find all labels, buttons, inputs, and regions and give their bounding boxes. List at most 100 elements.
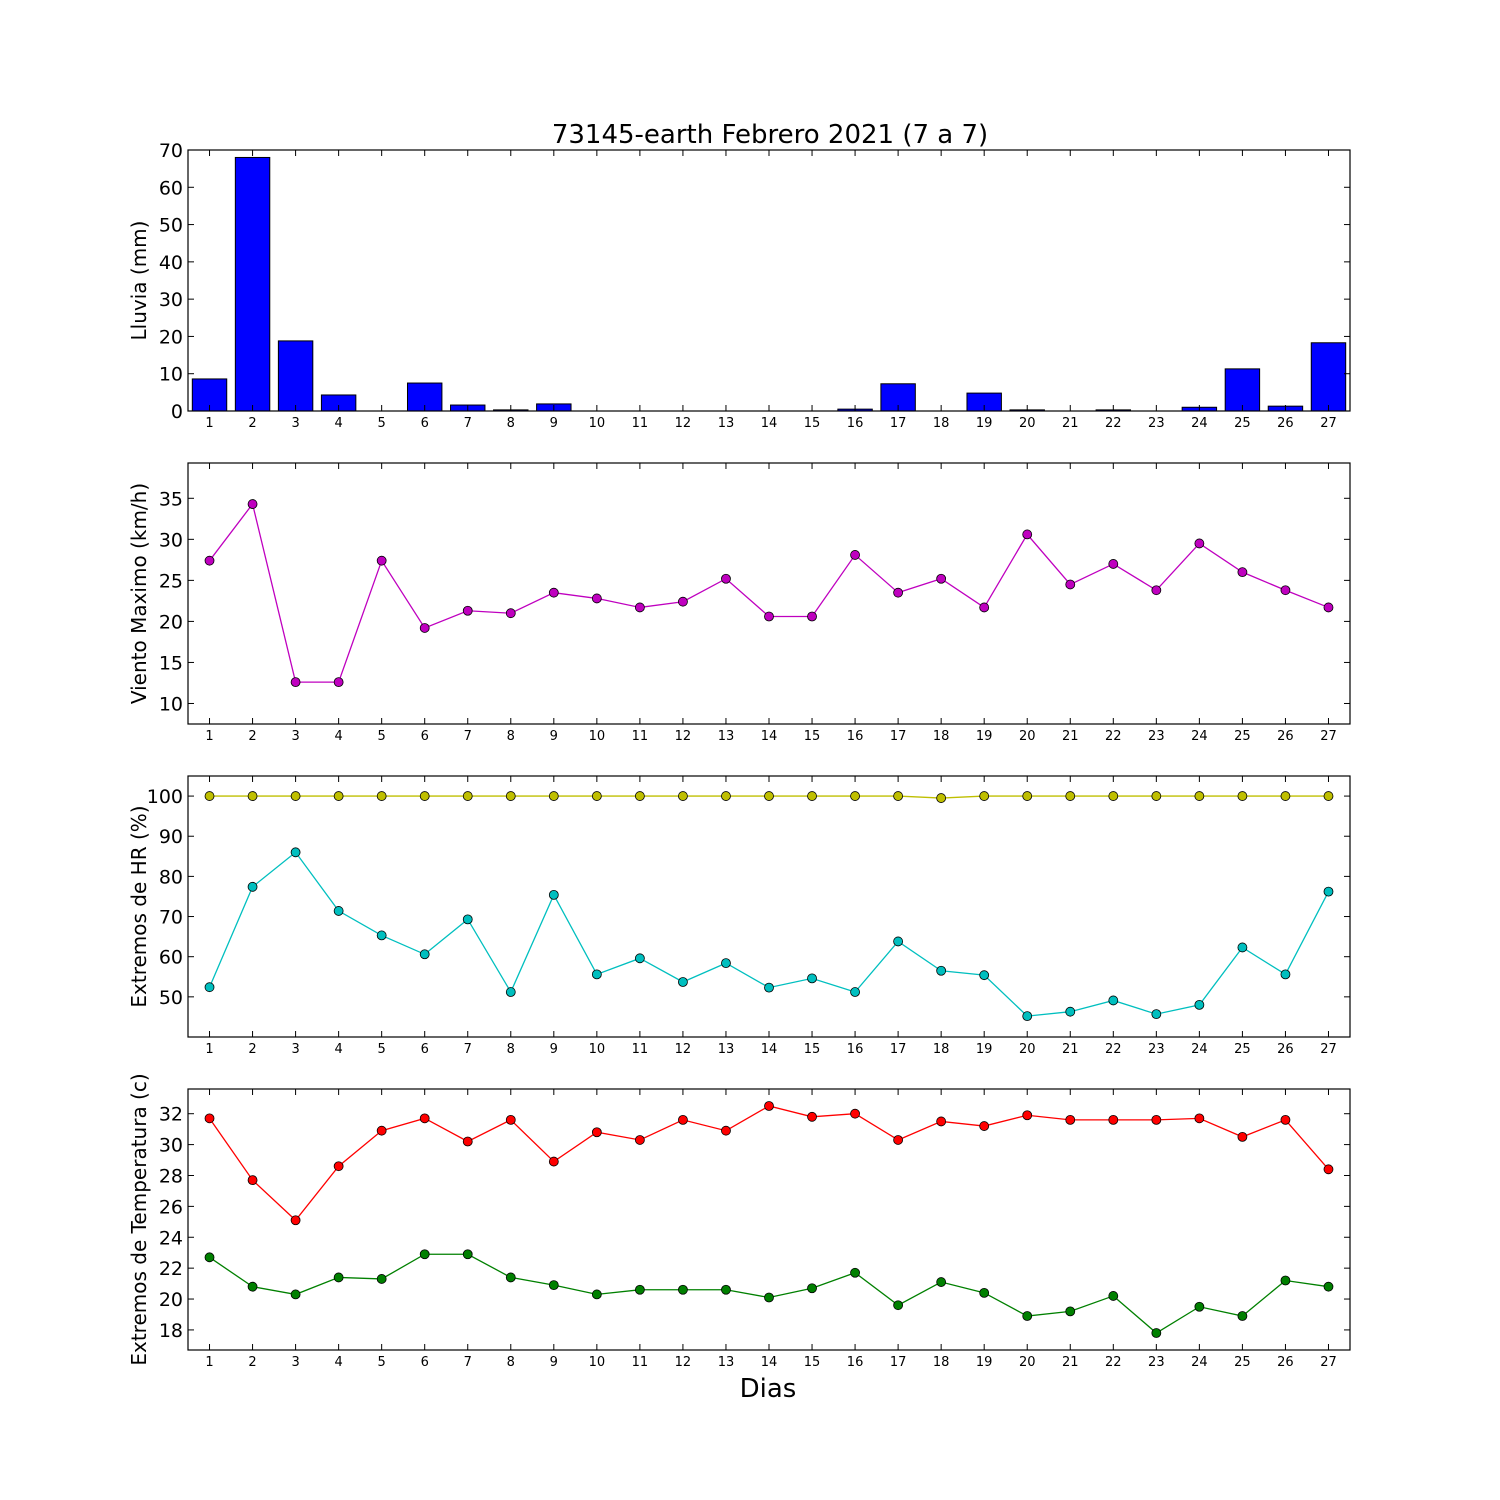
x-tick-label: 14: [761, 729, 778, 744]
wind-series-1-point: [721, 573, 731, 584]
x-tick-label: 27: [1320, 1042, 1337, 1057]
x-tick-label: 13: [718, 1355, 735, 1370]
x-tick-label: 20: [1019, 1355, 1036, 1370]
temperature-series-2-point: [678, 1284, 688, 1295]
x-tick-label: 4: [334, 416, 342, 431]
humidity-series-2-point: [1151, 1009, 1162, 1020]
temperature-series-2-point: [1237, 1311, 1248, 1321]
x-tick-label: 9: [550, 416, 558, 431]
x-tick-label: 3: [291, 1355, 299, 1370]
temperature-series-1-point: [462, 1136, 473, 1147]
temperature-series-2-point: [1280, 1275, 1291, 1286]
wind-series-1-point: [893, 587, 904, 598]
temperature-series-2-point: [376, 1274, 387, 1284]
x-tick-label: 19: [976, 416, 993, 431]
humidity-series-2-point: [764, 982, 774, 993]
x-tick-label: 6: [421, 729, 429, 744]
humidity-series-2-point: [1194, 999, 1205, 1010]
x-tick-label: 1: [205, 729, 213, 744]
x-tick-label: 8: [507, 1042, 515, 1057]
temperature-series-1-point: [807, 1111, 817, 1122]
x-tick-label: 5: [378, 1355, 386, 1370]
humidity-series-1-point: [1022, 791, 1033, 801]
wind-series-1-point: [979, 602, 990, 613]
x-tick-label: 5: [378, 729, 386, 744]
wind-series-1-point: [419, 623, 430, 633]
x-tick-label: 22: [1105, 729, 1122, 744]
x-tick-label: 14: [761, 1042, 778, 1057]
y-tick-label: 24: [159, 1227, 183, 1249]
x-tick-label: 7: [464, 1355, 472, 1370]
x-tick-label: 24: [1191, 416, 1208, 431]
x-tick-label: 18: [933, 1042, 950, 1057]
wind-series-1-point: [1280, 585, 1291, 596]
x-tick-label: 16: [847, 1042, 864, 1057]
rain-bar: [1310, 342, 1347, 412]
humidity-series-1-point: [204, 791, 215, 801]
y-tick-label: 70: [159, 907, 183, 929]
temperature-series-1-point: [548, 1156, 559, 1167]
temperature-series-1-point: [1151, 1114, 1162, 1125]
humidity-series-1-point: [290, 791, 301, 801]
humidity-series-2-point: [850, 987, 860, 997]
y-tick-label: 70: [159, 140, 183, 162]
x-tick-label: 17: [890, 416, 907, 431]
temperature-series-2-point: [505, 1272, 516, 1283]
y-tick-label: 18: [159, 1320, 183, 1342]
x-tick-label: 22: [1105, 1042, 1122, 1057]
x-tick-label: 10: [589, 416, 606, 431]
rain-plot-frame: [187, 149, 1351, 412]
y-tick-label: 20: [159, 1289, 183, 1311]
temperature-series-2-point: [893, 1300, 904, 1311]
x-tick-label: 3: [291, 416, 299, 431]
x-tick-label: 19: [976, 1042, 993, 1057]
humidity-series-1-point: [591, 791, 602, 801]
x-tick-label: 26: [1277, 729, 1294, 744]
x-tick-label: 21: [1062, 729, 1079, 744]
humidity-series-1-point: [634, 791, 645, 801]
temperature-series-2-point: [1022, 1311, 1033, 1321]
x-tick-label: 11: [632, 1042, 649, 1057]
x-tick-label: 2: [248, 729, 256, 744]
x-tick-label: 3: [291, 729, 299, 744]
y-tick-label: 26: [159, 1196, 183, 1218]
x-tick-label: 15: [804, 1355, 821, 1370]
x-tick-label: 15: [804, 1042, 821, 1057]
temperature-y-axis-label: Extremos de Temperatura (c): [127, 1073, 151, 1365]
temperature-series-1-point: [1237, 1131, 1248, 1142]
x-tick-label: 12: [675, 1042, 692, 1057]
x-tick-label: 2: [248, 1042, 256, 1057]
x-tick-label: 16: [847, 729, 864, 744]
wind-series-1-point: [1323, 602, 1334, 613]
y-tick-label: 25: [159, 570, 183, 592]
humidity-series-1-point: [505, 791, 516, 801]
temperature-series-1-point: [1280, 1114, 1291, 1125]
y-tick-label: 20: [159, 611, 183, 633]
x-tick-label: 16: [847, 1355, 864, 1370]
temperature-series-2-point: [1151, 1328, 1162, 1338]
temperature-series-1-point: [505, 1114, 516, 1125]
wind-series-1-point: [678, 596, 688, 607]
humidity-series-1-point: [721, 791, 731, 801]
x-tick-label: 22: [1105, 416, 1122, 431]
humidity-series-2-point: [204, 982, 215, 993]
wind-series-1-point: [591, 593, 602, 604]
wind-series-1-point: [1237, 567, 1248, 578]
temperature-series-1-point: [893, 1135, 904, 1145]
x-tick-label: 10: [589, 1355, 606, 1370]
y-tick-label: 15: [159, 652, 183, 674]
rain-bar: [234, 156, 271, 412]
x-tick-label: 21: [1062, 1042, 1079, 1057]
wind-y-axis-label: Viento Maximo (km/h): [127, 483, 151, 704]
x-tick-label: 22: [1105, 1355, 1122, 1370]
y-tick-label: 35: [159, 488, 183, 510]
humidity-series-1-point: [419, 791, 430, 801]
humidity-series-1-point: [678, 791, 688, 801]
temperature-series-1-point: [721, 1125, 731, 1136]
x-axis-label: Dias: [740, 1374, 797, 1404]
wind-series-1-point: [807, 611, 817, 622]
humidity-series-2-point: [893, 936, 904, 947]
humidity-series-1-point: [936, 793, 947, 803]
x-tick-label: 10: [589, 729, 606, 744]
